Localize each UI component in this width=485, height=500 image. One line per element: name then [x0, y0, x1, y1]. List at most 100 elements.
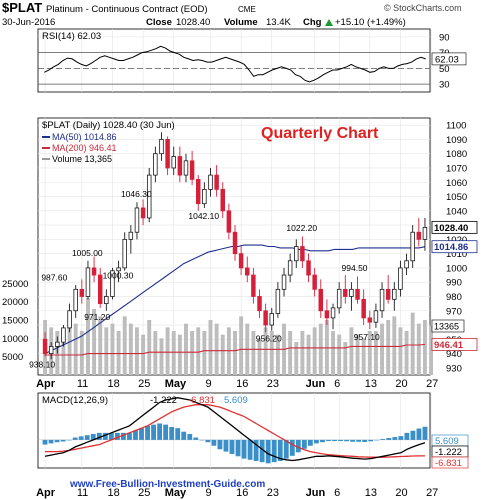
- price-annotation: 938.10: [29, 359, 55, 369]
- macd-histogram-bar: [169, 426, 175, 440]
- macd-histogram-bar: [392, 437, 398, 440]
- date-tick-label: 6: [334, 487, 340, 499]
- price-value-box: [431, 338, 478, 351]
- legend-entry: MA(50) 1014.86: [52, 132, 117, 142]
- volume-bar: [220, 334, 225, 375]
- volume-bar: [233, 331, 237, 375]
- candle-body: [97, 274, 103, 305]
- volume-bar: [122, 316, 127, 375]
- macd-histogram-bar: [42, 439, 48, 445]
- macd-line: [44, 397, 426, 462]
- volume-label: Volume: [224, 17, 258, 28]
- price-tick-label: 1000: [446, 263, 467, 274]
- rsi-legend: RSI(14) 62.03: [42, 31, 101, 42]
- macd-histogram-bar: [350, 439, 356, 442]
- volume-tick-label: 10000: [2, 334, 28, 345]
- close-label: Close: [146, 17, 172, 28]
- price-tick-label: 1100: [446, 121, 466, 132]
- volume-bar: [85, 298, 90, 375]
- volume-bar: [312, 327, 317, 375]
- macd-histogram-bar: [338, 439, 343, 442]
- macd-histogram-bar: [253, 439, 259, 461]
- price-value-box: [431, 220, 478, 234]
- price-tick-label: 940: [446, 349, 462, 360]
- candle-body: [404, 260, 409, 269]
- candle-body: [379, 288, 385, 312]
- macd-histogram-bar: [301, 439, 307, 449]
- date-tick-label: 9: [205, 487, 211, 499]
- macd-histogram-bar: [151, 424, 156, 440]
- volume-bar: [361, 338, 366, 375]
- date-tick-label: 13: [365, 378, 377, 390]
- volume-tick-label: 20000: [2, 297, 28, 308]
- macd-histogram-bar: [283, 439, 289, 459]
- macd-histogram-bar: [314, 439, 319, 444]
- macd-frame: [37, 392, 431, 469]
- price-annotation: 957.10: [354, 332, 380, 342]
- candle-body: [300, 246, 305, 262]
- symbol: $PLAT: [2, 0, 42, 15]
- price-annotation: 1022.20: [286, 223, 317, 233]
- candle-body: [416, 231, 422, 240]
- macd-histogram-bar: [265, 439, 271, 464]
- candle-body: [330, 307, 336, 319]
- volume-bar: [92, 309, 97, 375]
- price-annotation: 1046.30: [121, 189, 152, 199]
- candle-body: [48, 346, 54, 354]
- candle-body: [61, 327, 66, 343]
- rsi-tick-label: 90: [439, 32, 450, 43]
- candle-body: [73, 288, 78, 312]
- volume-bar: [147, 320, 152, 375]
- volume-bar: [349, 327, 354, 375]
- ma200-line: [45, 343, 425, 356]
- volume-bar: [355, 334, 360, 375]
- chg-value: +15.10 (+1.49%): [335, 17, 406, 28]
- candle-body: [312, 274, 317, 290]
- macd-histogram-bar: [247, 439, 253, 460]
- volume-bar: [343, 342, 348, 375]
- date-tick-label: 16: [236, 378, 248, 390]
- macd-histogram-bar: [181, 431, 187, 440]
- candle-body: [153, 153, 158, 176]
- volume-bar: [294, 342, 299, 375]
- volume-bar: [373, 331, 378, 375]
- volume-bar: [202, 331, 207, 375]
- candle-body: [42, 338, 48, 354]
- date-label: 30-Jun-2016: [2, 17, 55, 28]
- candle-body: [398, 267, 403, 290]
- volume-bar: [331, 331, 335, 375]
- chg-label: Chg: [303, 17, 322, 28]
- macd-value-label: -1.222: [435, 447, 462, 458]
- volume-bar: [429, 325, 434, 375]
- price-annotation: 971.20: [84, 312, 110, 322]
- macd-histogram-bar: [277, 439, 283, 461]
- candle-body: [79, 288, 85, 297]
- macd-histogram-bar: [72, 437, 78, 440]
- macd-value-label: 5.609: [435, 436, 459, 447]
- volume-bar: [171, 331, 176, 375]
- macd-histogram-bar: [380, 438, 386, 440]
- date-tick-label: Apr: [36, 487, 56, 499]
- candle-body: [116, 267, 121, 272]
- volume-value-label: 13365: [434, 321, 459, 331]
- price-value-label: 946.41: [434, 340, 464, 351]
- macd-histogram-bar: [217, 439, 223, 450]
- date-tick-label: 23: [267, 378, 279, 390]
- rsi-tick-label: 30: [439, 80, 450, 91]
- candle-body: [104, 296, 109, 305]
- volume-bar: [422, 320, 427, 375]
- macd-histogram-bar: [157, 423, 163, 440]
- candle-body: [183, 160, 189, 176]
- candle-body: [134, 207, 140, 233]
- volume-bar: [337, 334, 342, 375]
- date-tick-label: May: [165, 378, 187, 390]
- rsi-tick-label: 50: [439, 64, 450, 75]
- footer-url[interactable]: www.Free-Bullion-Investment-Guide.com: [69, 479, 265, 490]
- macd-histogram-bar: [271, 439, 277, 463]
- candle-body: [336, 288, 342, 309]
- price-tick-label: 970: [446, 306, 462, 317]
- macd-histogram-bar: [108, 432, 114, 440]
- macd-histogram-bar: [289, 439, 295, 456]
